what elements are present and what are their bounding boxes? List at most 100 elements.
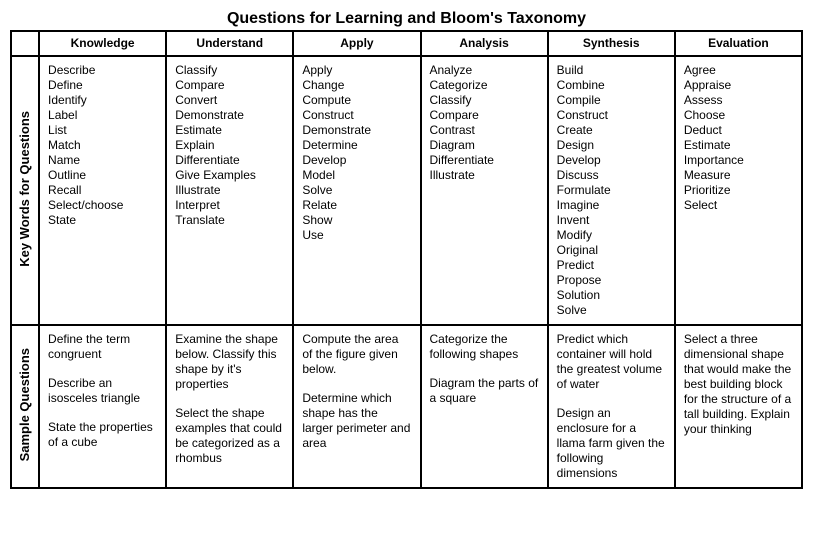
keyword: Predict [557,258,666,273]
keyword: Illustrate [430,168,539,183]
samples-knowledge: Define the term congruentDescribe an iso… [39,325,166,488]
sample-question: Design an enclosure for a llama farm giv… [557,406,666,481]
keyword: Solution [557,288,666,303]
keyword: Identify [48,93,157,108]
keyword: Select/choose [48,198,157,213]
keyword: Classify [175,63,284,78]
keyword: Estimate [175,123,284,138]
page-title: Questions for Learning and Bloom's Taxon… [10,10,803,28]
keyword: Differentiate [175,153,284,168]
keyword: Importance [684,153,793,168]
keyword: Apply [302,63,411,78]
keyword: Compare [175,78,284,93]
sample-question: Diagram the parts of a square [430,376,539,406]
keyword: Categorize [430,78,539,93]
keyword: Classify [430,93,539,108]
keyword: Diagram [430,138,539,153]
samples-analysis: Categorize the following shapes Diagram t… [421,325,548,488]
keyword: Create [557,123,666,138]
sample-question: Examine the shape below. Classify this s… [175,332,284,392]
keyword: Deduct [684,123,793,138]
row-label-samples-text: Sample Questions [17,348,33,461]
keyword: Match [48,138,157,153]
keyword: Describe [48,63,157,78]
keywords-understand: ClassifyCompareConvertDemonstrateEstimat… [166,56,293,325]
col-header-synthesis: Synthesis [548,31,675,56]
keyword: Give Examples [175,168,284,183]
keyword: Appraise [684,78,793,93]
keyword: Demonstrate [302,123,411,138]
keyword: Compute [302,93,411,108]
keywords-evaluation: AgreeAppraiseAssessChooseDeductEstimateI… [675,56,802,325]
keyword: State [48,213,157,228]
col-header-evaluation: Evaluation [675,31,802,56]
sample-question: Determine which shape has the larger per… [302,391,411,451]
keyword: Relate [302,198,411,213]
keyword: Construct [557,108,666,123]
keyword: Name [48,153,157,168]
samples-row: Sample Questions Define the term congrue… [11,325,802,488]
row-label-keywords-text: Key Words for Questions [17,111,33,267]
keyword: Demonstrate [175,108,284,123]
col-header-knowledge: Knowledge [39,31,166,56]
keyword: Convert [175,93,284,108]
keywords-row: Key Words for Questions DescribeDefineId… [11,56,802,325]
sample-question: Describe an isosceles triangle [48,376,157,406]
keyword: Build [557,63,666,78]
header-corner [11,31,39,56]
keyword: Differentiate [430,153,539,168]
keyword: Develop [557,153,666,168]
keyword: Analyze [430,63,539,78]
keyword: Invent [557,213,666,228]
keyword: Solve [557,303,666,318]
keyword: Modify [557,228,666,243]
samples-synthesis: Predict which container will hold the gr… [548,325,675,488]
keyword: Outline [48,168,157,183]
keyword: Choose [684,108,793,123]
keyword: Prioritize [684,183,793,198]
keyword: Assess [684,93,793,108]
sample-question: Predict which container will hold the gr… [557,332,666,392]
keyword: Formulate [557,183,666,198]
keyword: Select [684,198,793,213]
keyword: Imagine [557,198,666,213]
keyword: Define [48,78,157,93]
samples-evaluation: Select a three dimensional shape that wo… [675,325,802,488]
sample-question: State the properties of a cube [48,420,157,450]
keyword: Contrast [430,123,539,138]
col-header-apply: Apply [293,31,420,56]
keyword: Compare [430,108,539,123]
keyword: Estimate [684,138,793,153]
keyword: Label [48,108,157,123]
keyword: Compile [557,93,666,108]
keyword: Translate [175,213,284,228]
row-label-samples: Sample Questions [11,325,39,488]
samples-apply: Compute the area of the figure given bel… [293,325,420,488]
sample-question: Select the shape examples that could be … [175,406,284,466]
keyword: Show [302,213,411,228]
keyword: Develop [302,153,411,168]
sample-question: Categorize the following shapes [430,332,539,362]
taxonomy-table: Knowledge Understand Apply Analysis Synt… [10,30,803,489]
keyword: Illustrate [175,183,284,198]
keyword: Measure [684,168,793,183]
table-header-row: Knowledge Understand Apply Analysis Synt… [11,31,802,56]
col-header-analysis: Analysis [421,31,548,56]
keyword: Agree [684,63,793,78]
sample-question: Compute the area of the figure given bel… [302,332,411,377]
keyword: Use [302,228,411,243]
keywords-knowledge: DescribeDefineIdentifyLabelListMatchName… [39,56,166,325]
keyword: Original [557,243,666,258]
keyword: Design [557,138,666,153]
keywords-synthesis: BuildCombineCompileConstructCreateDesign… [548,56,675,325]
keyword: Discuss [557,168,666,183]
keyword: Change [302,78,411,93]
keyword: Model [302,168,411,183]
keyword: Interpret [175,198,284,213]
sample-question: Select a three dimensional shape that wo… [684,332,793,437]
keyword: Combine [557,78,666,93]
row-label-keywords: Key Words for Questions [11,56,39,325]
keyword: List [48,123,157,138]
keywords-analysis: AnalyzeCategorizeClassifyCompareContrast… [421,56,548,325]
keyword: Solve [302,183,411,198]
